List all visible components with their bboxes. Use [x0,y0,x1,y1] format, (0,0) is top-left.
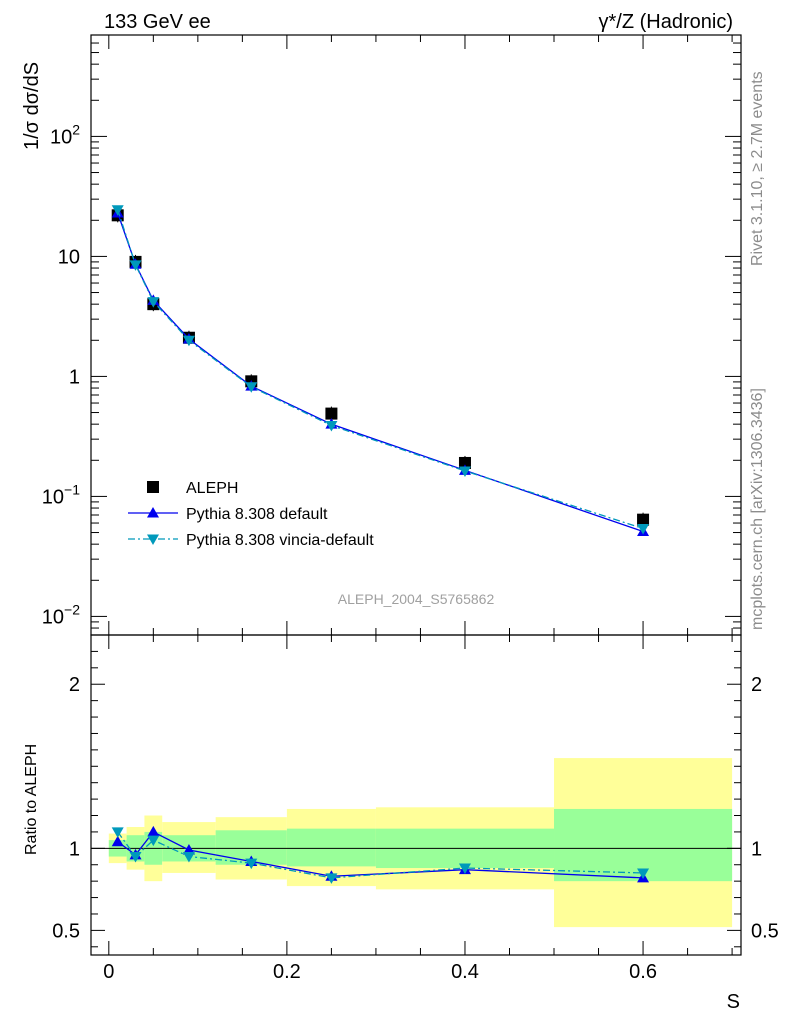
y-tick-label: 10−1 [42,481,80,508]
ratio-ylabel: Ratio to ALEPH [23,744,40,855]
ratio-pythia-vincia-point [182,852,195,863]
ratio-pythia-default-point [111,835,124,847]
main-panel: 10−2 10−1 1 10 102 [42,34,742,636]
rivet-version-label: Rivet 3.1.10, ≥ 2.7M events [749,71,766,266]
pythia-vincia-point [147,297,160,308]
legend-label-1: Pythia 8.308 default [186,506,328,523]
aleph-point [325,407,338,420]
ratio-y-tick-label-right: 1 [751,838,762,860]
pythia-vincia-point [458,466,471,477]
mcplots-label: mcplots.cern.ch [arXiv:1306.3436] [749,388,766,630]
ratio-y-tick-label-right: 0.5 [751,920,779,942]
legend: ALEPH Pythia 8.308 default Pythia 8.308 vi… [128,480,374,549]
ratio-pythia-vincia-point [245,858,258,870]
x-tick-label: 0.2 [273,961,301,983]
ratio-pythia-vincia-point [325,873,338,884]
pythia-vincia-point [182,335,195,347]
ratio-frame [90,634,742,956]
pythia-vincia-point [129,260,142,271]
x-axis-label: S [727,991,740,1013]
y-tick-label: 1 [69,366,80,388]
ratio-pythia-vincia-point [129,852,142,863]
x-tick-label: 0 [103,961,114,983]
legend-marker-2 [147,534,159,545]
legend-marker-1 [147,507,159,518]
header-left-label: 133 GeV ee [104,11,211,33]
y-tick-label: 10 [58,246,80,268]
ratio-y-tick-label: 0.5 [52,920,80,942]
x-tick-label: 0.4 [451,961,479,983]
ratio-y-tick-label: 1 [69,838,80,860]
aleph-point [637,513,650,526]
pythia-vincia-point [111,205,124,216]
x-tick-label: 0.6 [629,961,657,983]
ratio-band-stat-5 [286,828,376,867]
pythia-vincia-point [637,524,650,535]
aleph-point [458,456,471,469]
y-tick-label: 102 [50,121,80,148]
ratio-y-tick-label-right: 2 [751,674,762,696]
legend-label-0: ALEPH [186,480,238,497]
ratio-pythia-vincia-point [111,827,124,838]
header-right-label: γ*/Z (Hadronic) [599,11,733,33]
legend-label-2: Pythia 8.308 vincia-default [186,532,374,549]
ratio-pythia-vincia-point [458,863,471,875]
analysis-id-label: ALEPH_2004_S5765862 [338,591,495,607]
pythia-vincia-point [325,420,338,432]
ratio-y-tick-label: 2 [69,674,80,696]
y-tick-label: 10−2 [42,601,80,628]
ratio-pythia-default-point [147,825,160,837]
ratio-pythia-vincia-point [637,868,650,879]
pythia-vincia-line [117,209,644,530]
main-ylabel: 1/σ dσ/dS [21,62,43,150]
ratio-pythia-vincia-point [147,835,160,847]
ratio-panel: 0 0.2 0.4 0.6 0.5 0.5 1 1 2 2 [52,634,779,983]
pythia-vincia-point [245,382,258,393]
ratio-pythia-default-point [182,843,195,855]
legend-marker-0 [147,481,159,493]
ratio-pythia-default-line [117,831,644,879]
